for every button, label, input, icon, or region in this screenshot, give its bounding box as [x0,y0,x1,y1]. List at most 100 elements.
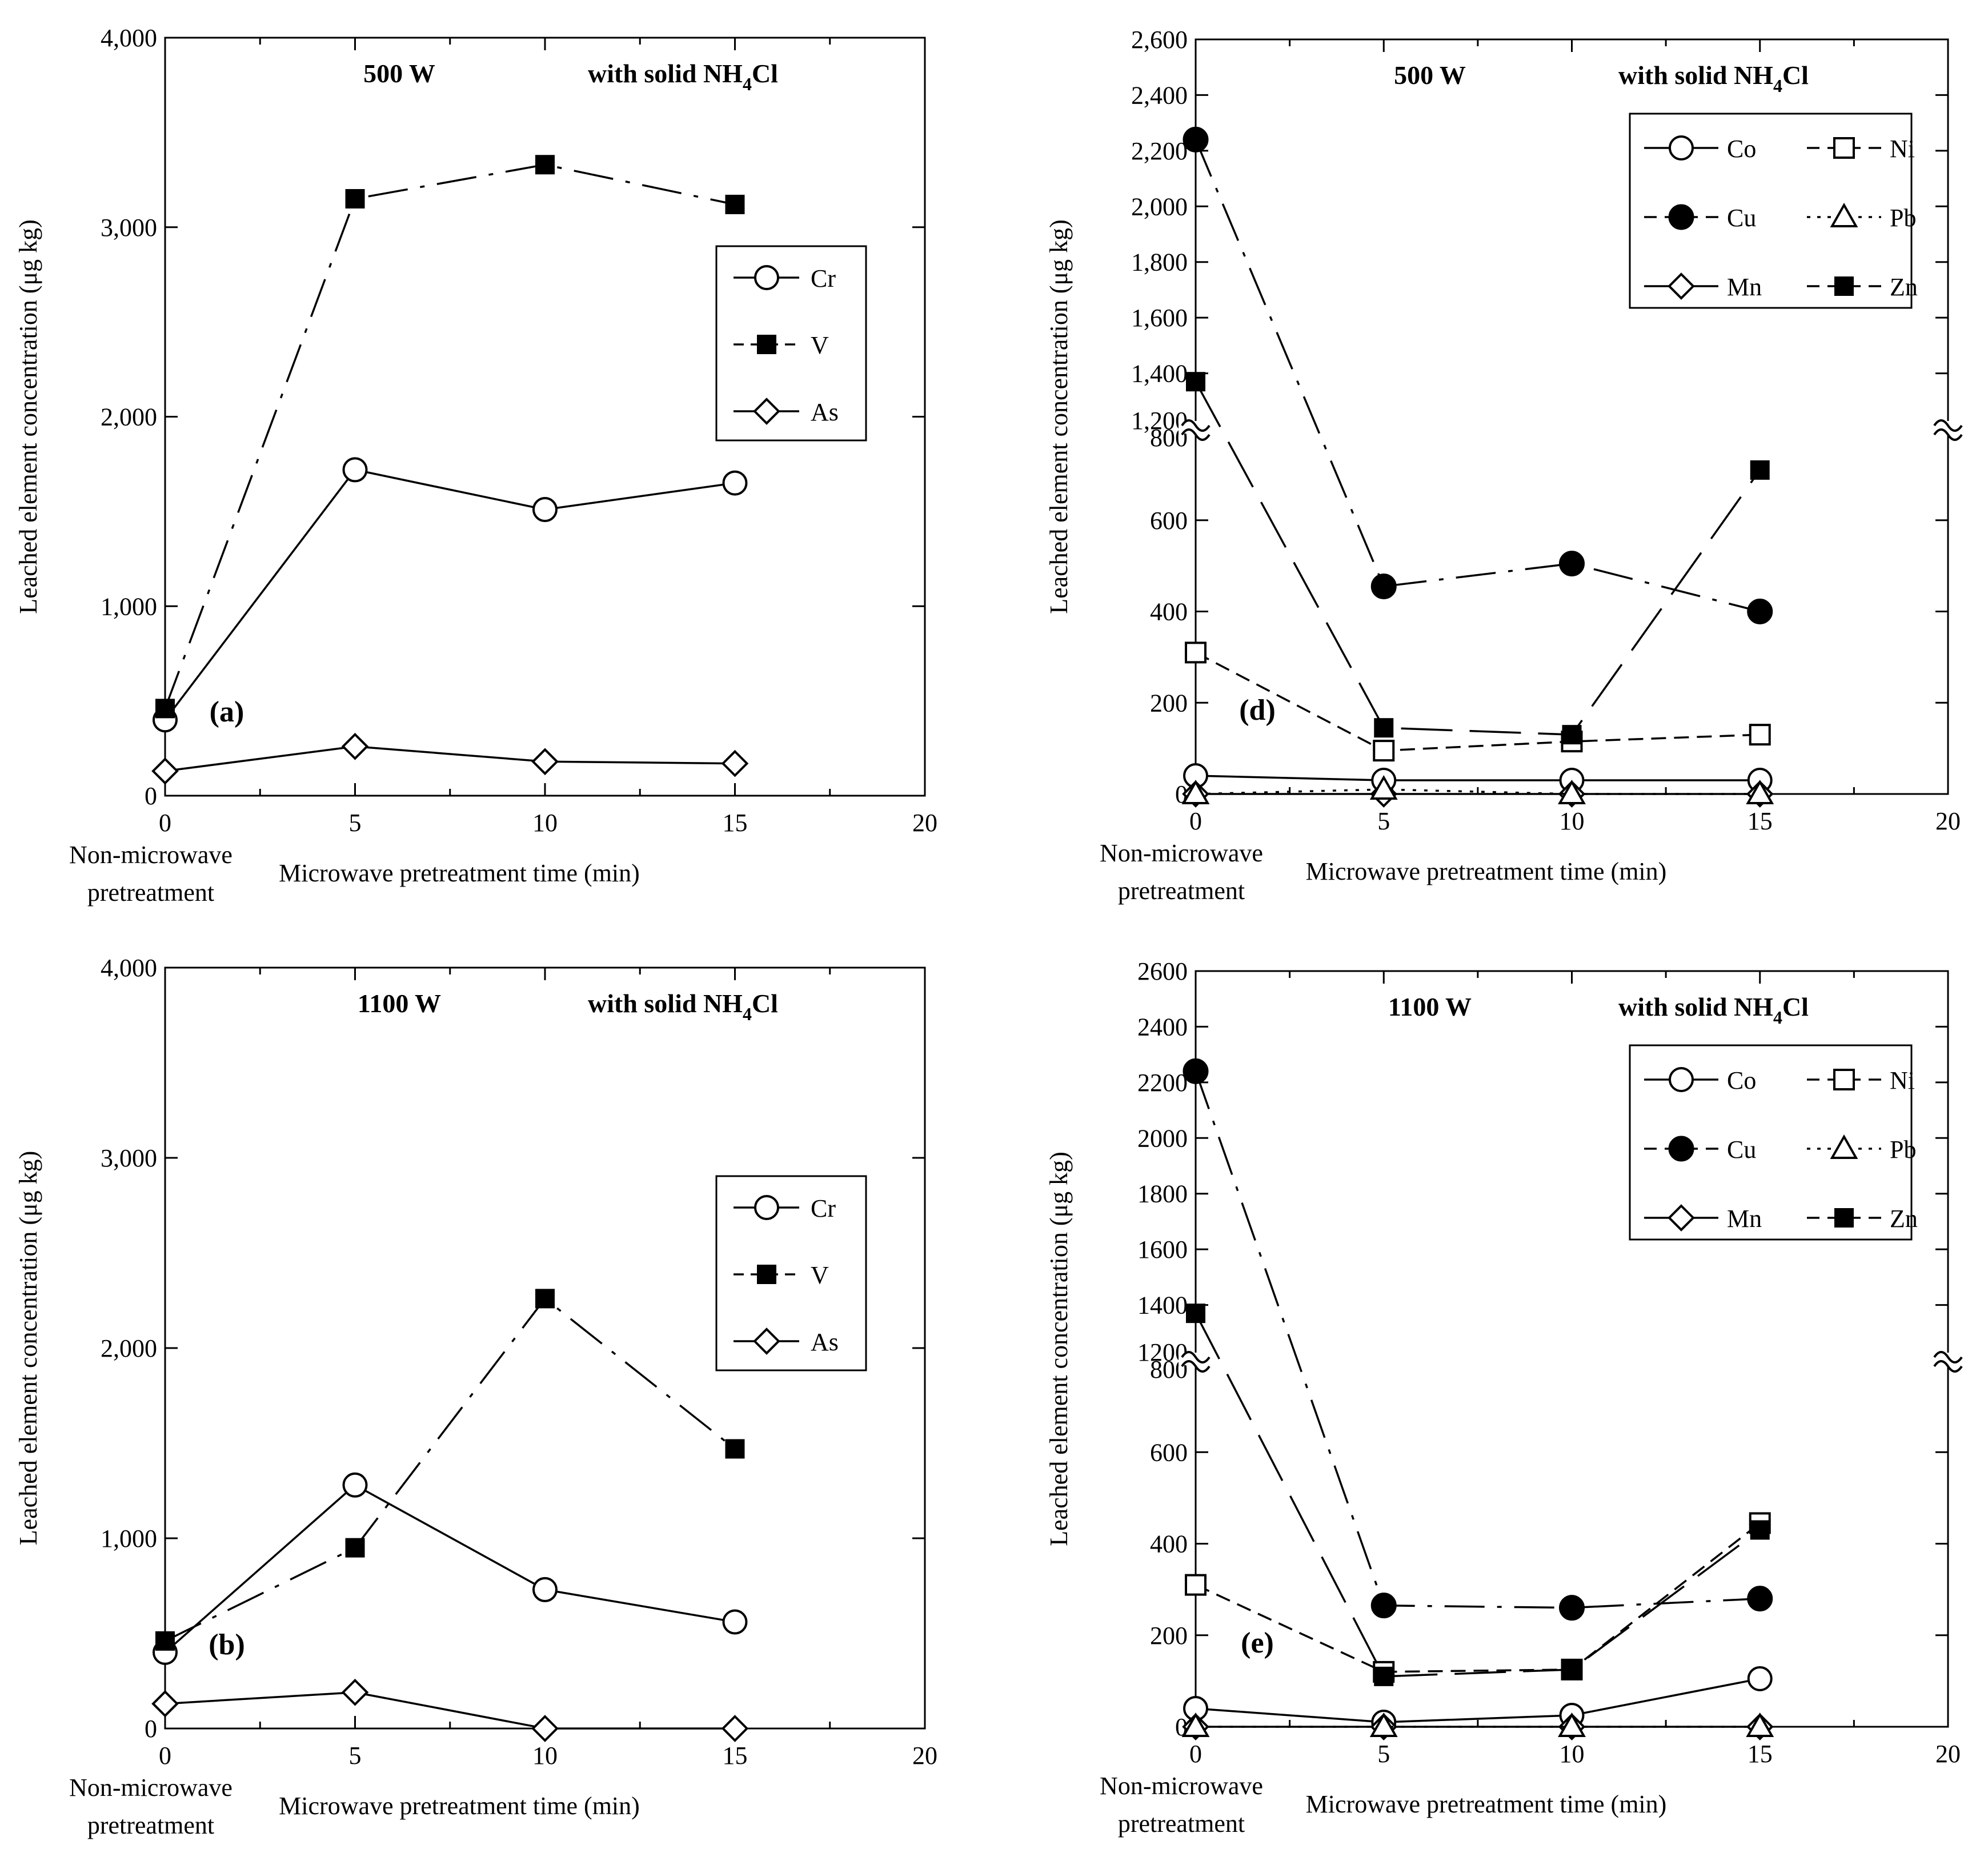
data-point-cr [532,497,558,523]
data-point-as [151,757,179,785]
y-tick-label: 1,400 [1131,360,1188,388]
x-tick-label: 5 [1377,1740,1390,1768]
data-point-pb [1181,1712,1210,1737]
y-tick-label: 1,600 [1131,304,1188,332]
x-tick-label: 15 [1747,807,1773,835]
series-line-zn [1195,381,1761,736]
x-tick-label: 20 [912,1742,937,1770]
data-point-v [725,1439,745,1459]
legend-label: Zn [1890,1205,1918,1233]
legend-label: Cr [811,1194,836,1222]
legend-label: Mn [1727,1205,1762,1233]
axis-break-mark [1181,419,1211,432]
data-point-cu [1559,1595,1585,1621]
legend-marker-pb [1830,1134,1858,1159]
x-axis-label: Microwave pretreatment time (min) [279,1792,640,1820]
data-point-ni [1185,1574,1207,1596]
legend-marker-ni [1833,137,1855,159]
x-tick-label: 5 [349,809,362,837]
data-point-cu [1370,1593,1397,1619]
data-point-zn [1750,1520,1770,1540]
x-axis-label: Microwave pretreatment time (min) [1306,857,1667,885]
y-tick-label: 3,000 [101,1144,157,1172]
y-tick-label: 2000 [1137,1124,1188,1152]
data-point-zn [1186,372,1205,392]
x-tick-label: 0 [159,809,171,837]
data-point-cr [342,457,368,483]
axis-break-mark [1181,428,1211,441]
y-tick-label: 2400 [1137,1013,1188,1041]
data-point-cu [1747,1586,1773,1612]
series-line-ni [1195,1522,1761,1673]
legend-marker-cu [1668,204,1694,230]
y-tick-label: 600 [1150,1438,1188,1466]
power-label: 1100 W [1388,992,1472,1021]
chart-panel-d: 0 5 10 15 2002004006008001,2001,4001,6001,80… [1045,26,1965,905]
series-line-v [164,163,735,709]
x-tick-label: 15 [723,809,748,837]
series-line-ni [1195,651,1760,752]
legend-label: Co [1727,1066,1756,1094]
data-point-ni [1373,740,1395,762]
legend-label: Mn [1727,273,1762,301]
y-axis-label: Leached element concentration (μg kg) [14,219,42,614]
data-point-as [151,1690,179,1718]
legend-marker-co [1669,1067,1694,1092]
y-tick-label: 200 [1150,689,1188,717]
chart-panel-e: 0 5 10 15 2002004006008001200140016001800200… [1045,957,1965,1838]
x-tick-label: 10 [532,1742,558,1770]
panel-label: (e) [1241,1627,1274,1659]
data-point-as [531,748,559,776]
legend-marker-zn [1834,276,1854,296]
data-point-pb [1369,1712,1398,1737]
condition-label: with solid NH4Cl [1618,992,1809,1028]
data-point-zn [1374,718,1394,738]
data-point-cu [1559,551,1585,577]
legend-marker-co [1669,135,1694,161]
legend-marker-v [757,335,776,354]
data-point-v [155,699,175,719]
y-axis-label: Leached element concentration (μg kg) [14,1151,42,1546]
x-tick-label: 0 [159,1742,171,1770]
y-tick-label: 400 [1150,598,1188,626]
legend-marker-v [757,1265,776,1284]
legend-marker-as [753,1327,780,1355]
chart-panel-a: 0 5 10 15 20 0 1,000 2,000 3,000 4,000 Microwave p… [14,24,937,907]
y-tick-label: 1800 [1137,1180,1188,1208]
data-point-as [721,1715,749,1742]
y-tick-label: 1600 [1137,1236,1188,1264]
condition-label: with solid NH4Cl [588,59,778,94]
series-line-as [165,1691,735,1730]
legend-label: Pb [1890,1136,1916,1164]
x-axis-label: Microwave pretreatment time (min) [1306,1790,1667,1818]
legend-label: Ni [1890,1066,1915,1094]
x-zero-label: Non-microwave [1100,1772,1263,1800]
legend-marker-pb [1830,202,1858,227]
y-tick-label: 1400 [1137,1292,1188,1319]
x-tick-label: 20 [1935,1740,1961,1768]
legend-marker-cu [1668,1136,1694,1162]
series-line-co [1195,1678,1761,1723]
x-tick-label: 5 [1377,807,1390,835]
x-zero-label: Non-microwave [69,1774,233,1802]
y-tick-label: 4,000 [101,954,157,982]
series-line-cu [1195,139,1761,613]
legend-label: As [811,1328,839,1356]
data-point-pb [1558,779,1586,804]
series-line-cr [164,468,735,721]
data-point-v [725,194,745,214]
x-zero-label: pretreatment [87,879,214,907]
x-zero-label: pretreatment [1118,1810,1245,1838]
series-line-as [165,745,735,772]
y-tick-label: 2,000 [101,403,157,431]
legend-marker-as [753,398,780,425]
data-point-zn [1750,460,1770,480]
data-point-cr [722,470,748,496]
series-line-zn [1195,1313,1761,1678]
x-tick-label: 15 [1747,1740,1773,1768]
legend-marker-mn [1668,1204,1695,1232]
data-point-v [345,188,365,208]
legend-label: Pb [1890,204,1916,232]
data-point-v [535,155,555,175]
